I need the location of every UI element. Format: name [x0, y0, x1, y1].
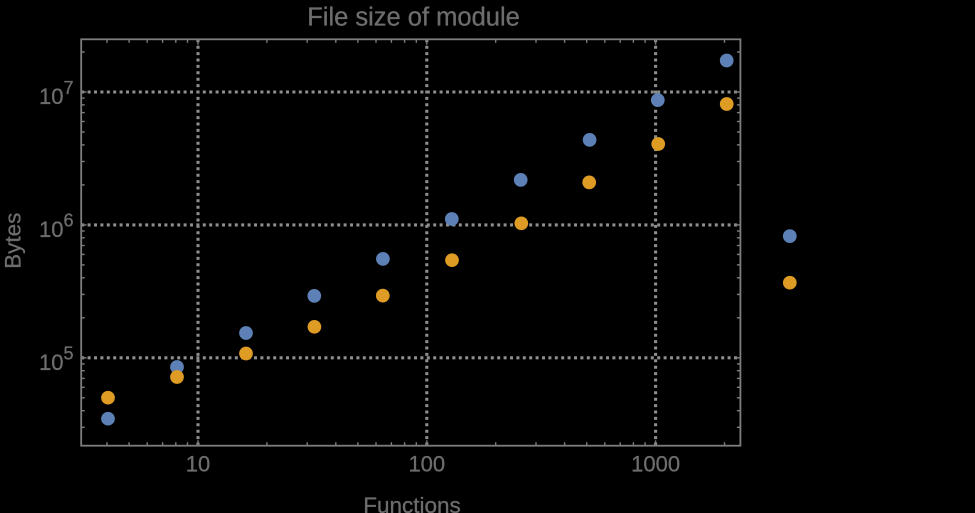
svg-text:Bytes: Bytes	[1, 213, 26, 269]
svg-text:Functions: Functions	[363, 493, 461, 513]
svg-text:1000: 1000	[631, 451, 680, 476]
svg-text:File size of module: File size of module	[307, 4, 520, 32]
svg-text:100: 100	[408, 451, 445, 476]
svg-text:10: 10	[186, 451, 210, 476]
